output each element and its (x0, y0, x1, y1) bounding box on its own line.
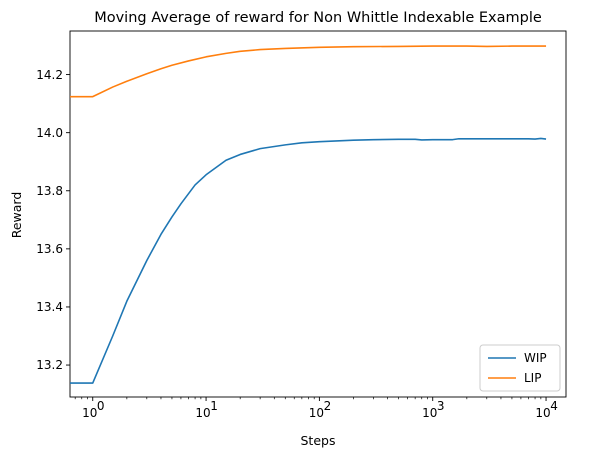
x-tick-label: 10 (82, 406, 97, 420)
x-tick-label: 10 (422, 406, 437, 420)
x-tick-exponent: 2 (324, 399, 332, 413)
series-lines (70, 45, 547, 384)
y-axis-label: Reward (9, 192, 24, 239)
series-line-lip (70, 45, 547, 98)
x-tick-label: 10 (195, 406, 210, 420)
series-line-wip (70, 137, 547, 384)
legend-label-lip: LIP (524, 371, 541, 385)
x-tick-label: 10 (309, 406, 324, 420)
x-tick-exponent: 1 (210, 399, 218, 413)
legend-box (479, 344, 561, 392)
x-tick-exponent: 3 (437, 399, 445, 413)
chart-title: Moving Average of reward for Non Whittle… (94, 10, 542, 26)
legend-label-wip: WIP (524, 351, 547, 365)
x-axis-label: Steps (301, 433, 336, 448)
x-tick-exponent: 0 (97, 399, 105, 413)
x-tick-label: 10 (535, 406, 550, 420)
x-axis-ticks: 10 0 10 1 10 2 10 3 10 4 (74, 397, 558, 420)
y-axis-ticks: 13.2 13.4 13.6 13.8 14.0 14.2 (36, 68, 70, 372)
y-tick-label: 13.2 (36, 358, 63, 372)
y-tick-label: 13.6 (36, 242, 63, 256)
y-tick-label: 14.2 (36, 68, 63, 82)
y-tick-label: 14.0 (36, 126, 63, 140)
y-tick-label: 13.4 (36, 300, 63, 314)
plot-frame (69, 30, 567, 398)
y-tick-label: 13.8 (36, 184, 63, 198)
legend: WIP LIP (479, 344, 561, 392)
x-tick-exponent: 4 (550, 399, 558, 413)
